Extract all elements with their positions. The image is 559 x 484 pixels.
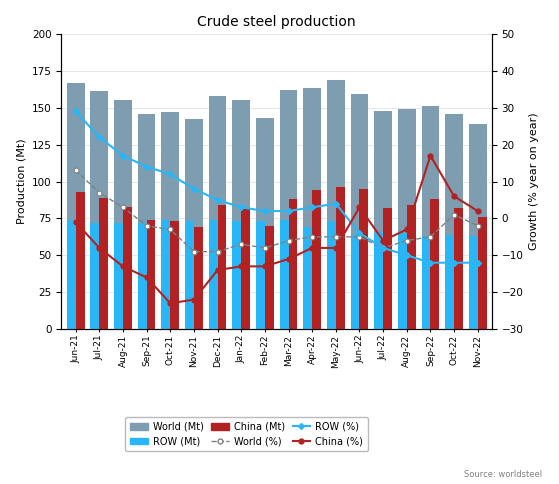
Bar	[336, 187, 345, 329]
Legend: World (Mt), ROW (Mt), China (Mt), World (%), ROW (%), China (%): World (Mt), ROW (Mt), China (Mt), World …	[125, 417, 368, 451]
Bar	[375, 232, 383, 329]
Title: Crude steel production: Crude steel production	[197, 15, 356, 29]
Bar	[288, 199, 297, 329]
Y-axis label: Production (Mt): Production (Mt)	[16, 139, 26, 224]
Text: Source: worldsteel: Source: worldsteel	[464, 470, 542, 479]
Bar	[265, 226, 274, 329]
Bar	[233, 221, 241, 329]
Bar	[280, 220, 288, 329]
Bar	[327, 221, 336, 329]
Bar	[138, 114, 155, 329]
Bar	[100, 198, 108, 329]
Bar	[67, 220, 75, 329]
Bar	[162, 112, 179, 329]
Bar	[194, 227, 203, 329]
Bar	[233, 100, 250, 329]
Bar	[170, 221, 179, 329]
Bar	[146, 220, 155, 329]
Bar	[430, 199, 439, 329]
Bar	[398, 233, 407, 329]
Bar	[445, 114, 463, 329]
Bar	[350, 235, 359, 329]
Bar	[256, 118, 274, 329]
Bar	[359, 189, 368, 329]
Bar	[67, 83, 84, 329]
Bar	[138, 223, 146, 329]
Bar	[75, 192, 84, 329]
Bar	[421, 106, 439, 329]
Bar	[421, 236, 430, 329]
Bar	[209, 96, 226, 329]
Bar	[445, 235, 454, 329]
Bar	[114, 223, 123, 329]
Bar	[91, 91, 108, 329]
Bar	[304, 227, 312, 329]
Bar	[114, 100, 132, 329]
Bar	[469, 124, 486, 329]
Bar	[162, 220, 170, 329]
Bar	[185, 120, 203, 329]
Bar	[123, 207, 132, 329]
Bar	[327, 80, 345, 329]
Bar	[241, 208, 250, 329]
Bar	[91, 223, 100, 329]
Bar	[256, 221, 265, 329]
Bar	[383, 208, 392, 329]
Bar	[280, 90, 297, 329]
Bar	[375, 111, 392, 329]
Bar	[304, 89, 321, 329]
Bar	[407, 205, 416, 329]
Bar	[469, 236, 478, 329]
Bar	[209, 220, 217, 329]
Y-axis label: Growth (% year on year): Growth (% year on year)	[529, 113, 539, 250]
Bar	[185, 221, 194, 329]
Bar	[478, 217, 486, 329]
Bar	[217, 205, 226, 329]
Bar	[454, 208, 463, 329]
Bar	[350, 94, 368, 329]
Bar	[398, 109, 416, 329]
Bar	[312, 190, 321, 329]
